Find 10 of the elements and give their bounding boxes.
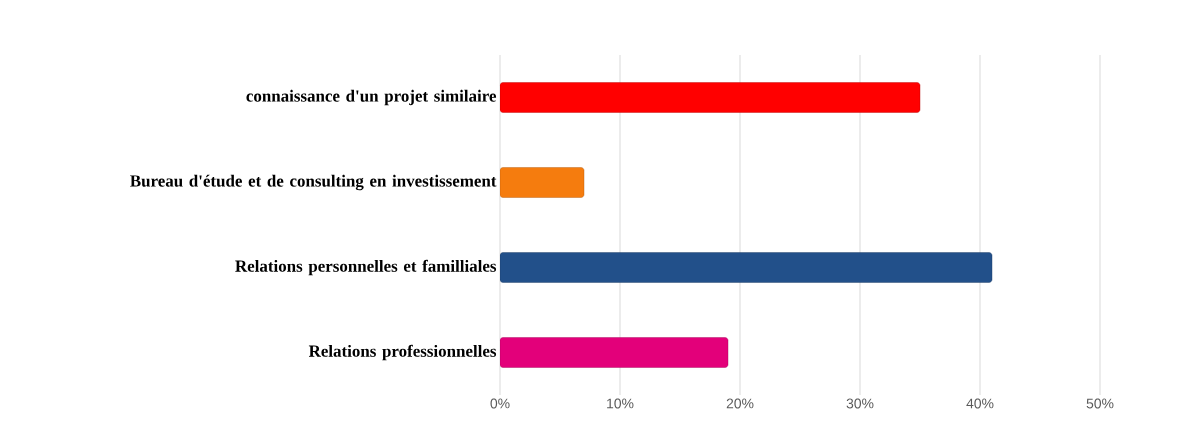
x-tick-label: 10% (607, 398, 634, 409)
x-tick-label: 0% (490, 398, 510, 409)
y-tick-label: Bureau d'étude et de consulting en investissement (130, 174, 497, 191)
y-tick-label: Relations professionnelles (308, 344, 497, 361)
y-tick-label: Relations personnelles et familliales (235, 259, 497, 276)
x-tick-label: 40% (966, 398, 994, 409)
x-tick-label: 50% (1086, 398, 1114, 409)
y-tick-label: connaissance d'un projet similaire (246, 89, 497, 106)
x-tick-label: 30% (846, 398, 874, 409)
x-tick-label: 20% (726, 398, 754, 409)
